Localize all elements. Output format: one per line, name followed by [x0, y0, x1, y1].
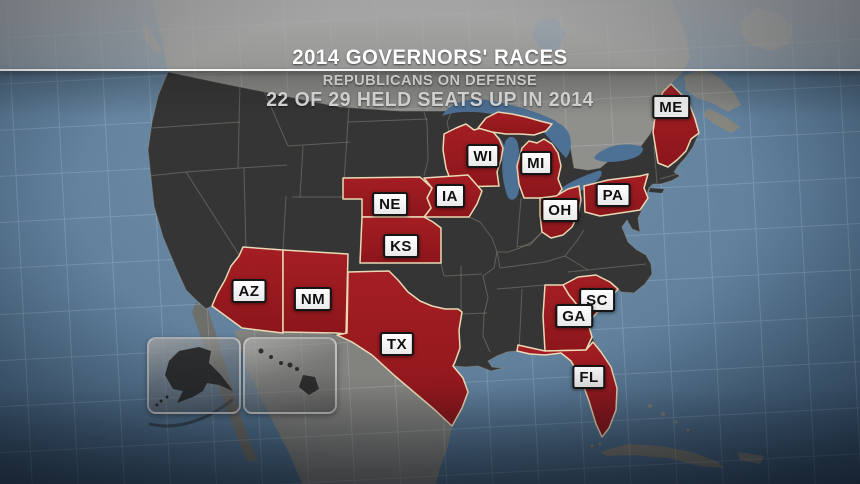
- cuba-landmass: [600, 444, 724, 468]
- state-label-ga: GA: [555, 304, 593, 328]
- state-label-tx: TX: [379, 332, 415, 356]
- state-label-ne: NE: [372, 192, 408, 216]
- alaska-silhouette: [155, 347, 233, 407]
- new-brunswick-landmass: [684, 68, 741, 112]
- state-label-me: ME: [652, 95, 690, 119]
- stat-line: 22 OF 29 HELD SEATS UP IN 2014: [266, 89, 594, 111]
- state-label-ks: KS: [383, 234, 419, 258]
- title-band: [0, 0, 860, 70]
- subtitle: REPUBLICANS ON DEFENSE: [322, 72, 538, 89]
- state-label-fl: FL: [572, 365, 606, 389]
- title-divider-line: [0, 69, 860, 71]
- state-label-az: AZ: [231, 279, 267, 303]
- state-label-mi: MI: [520, 151, 552, 175]
- state-label-oh: OH: [541, 198, 579, 222]
- hawaii-silhouette: [258, 348, 319, 395]
- state-label-nm: NM: [293, 287, 333, 311]
- long-island: [649, 188, 664, 193]
- lake-michigan: [502, 136, 521, 200]
- alaska-inset: [147, 337, 241, 414]
- hispaniola-landmass: [738, 452, 764, 464]
- state-label-ia: IA: [435, 184, 465, 208]
- lake-ontario: [594, 144, 643, 162]
- page-title: 2014 GOVERNORS' RACES: [292, 46, 568, 69]
- state-mi-upper-shape: [477, 111, 553, 136]
- state-label-wi: WI: [466, 144, 500, 168]
- hawaii-inset: [243, 337, 337, 414]
- state-label-pa: PA: [595, 183, 631, 207]
- bahamas-islands: [590, 404, 690, 448]
- nova-scotia-landmass: [703, 108, 740, 133]
